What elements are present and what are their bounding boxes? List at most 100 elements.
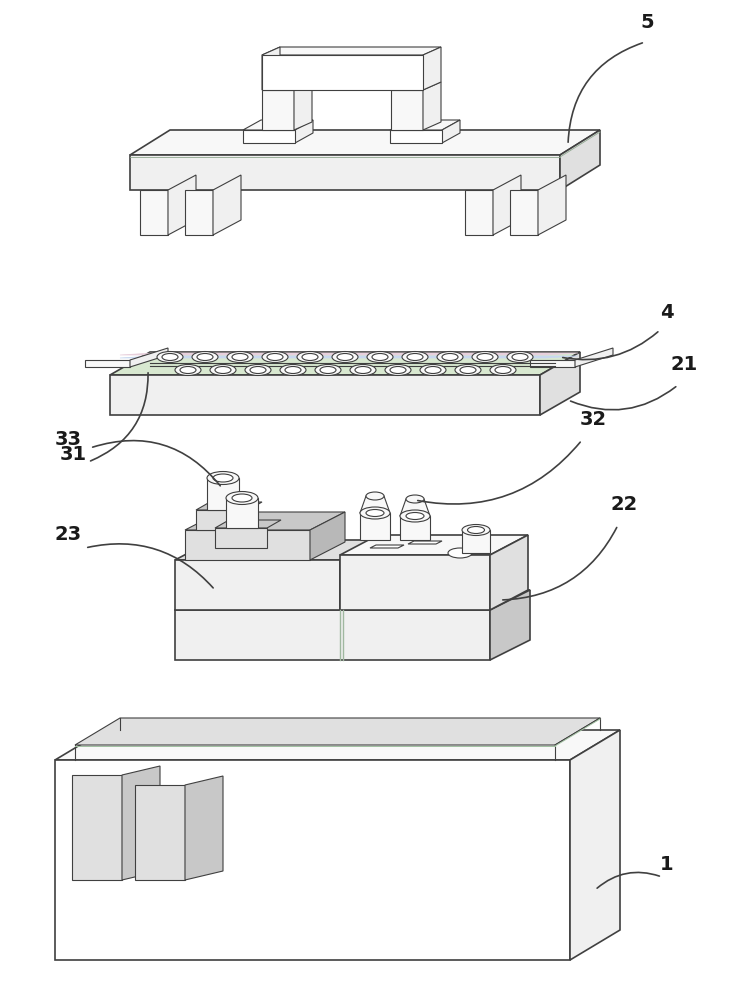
Polygon shape <box>140 190 168 235</box>
Polygon shape <box>295 120 313 143</box>
Ellipse shape <box>420 364 446 375</box>
Ellipse shape <box>425 366 441 373</box>
Polygon shape <box>207 478 239 510</box>
Text: 23: 23 <box>55 525 82 544</box>
Polygon shape <box>215 528 267 548</box>
Polygon shape <box>465 190 493 235</box>
Polygon shape <box>243 130 295 143</box>
Polygon shape <box>262 47 280 90</box>
Ellipse shape <box>250 366 266 373</box>
Polygon shape <box>400 516 430 540</box>
Text: 1: 1 <box>660 855 674 874</box>
Polygon shape <box>408 541 442 544</box>
Polygon shape <box>442 120 460 143</box>
Polygon shape <box>120 356 578 358</box>
Ellipse shape <box>280 364 306 375</box>
Ellipse shape <box>477 354 493 360</box>
Polygon shape <box>262 90 294 130</box>
Polygon shape <box>493 175 521 235</box>
Ellipse shape <box>332 352 358 362</box>
Polygon shape <box>130 348 168 367</box>
Polygon shape <box>185 530 310 560</box>
Text: 5: 5 <box>640 13 654 32</box>
Ellipse shape <box>337 354 353 360</box>
Ellipse shape <box>162 354 178 360</box>
Ellipse shape <box>227 352 253 362</box>
Ellipse shape <box>267 354 283 360</box>
Ellipse shape <box>232 354 248 360</box>
Polygon shape <box>175 560 340 610</box>
Ellipse shape <box>210 364 236 375</box>
Ellipse shape <box>460 366 476 373</box>
Polygon shape <box>175 540 378 560</box>
Ellipse shape <box>366 510 384 516</box>
Ellipse shape <box>390 366 406 373</box>
Polygon shape <box>130 155 560 190</box>
Polygon shape <box>391 90 423 130</box>
Ellipse shape <box>285 366 301 373</box>
Text: 31: 31 <box>60 445 87 464</box>
Ellipse shape <box>213 474 233 482</box>
Polygon shape <box>185 190 213 235</box>
Polygon shape <box>196 502 262 510</box>
Polygon shape <box>215 520 281 528</box>
Ellipse shape <box>207 472 239 485</box>
Ellipse shape <box>385 364 411 375</box>
Ellipse shape <box>448 548 472 558</box>
Polygon shape <box>85 360 130 367</box>
Ellipse shape <box>245 364 271 375</box>
Ellipse shape <box>495 366 511 373</box>
Polygon shape <box>213 175 241 235</box>
Ellipse shape <box>512 354 528 360</box>
Ellipse shape <box>366 492 384 500</box>
Polygon shape <box>340 535 528 555</box>
Polygon shape <box>175 610 490 660</box>
Polygon shape <box>120 353 578 355</box>
Polygon shape <box>538 175 566 235</box>
Polygon shape <box>168 175 196 235</box>
Polygon shape <box>262 47 441 55</box>
Ellipse shape <box>462 524 490 536</box>
Ellipse shape <box>215 366 231 373</box>
Polygon shape <box>510 190 538 235</box>
Polygon shape <box>135 785 185 880</box>
Polygon shape <box>340 555 490 610</box>
Ellipse shape <box>490 364 516 375</box>
Polygon shape <box>110 375 540 415</box>
Polygon shape <box>490 590 530 660</box>
Polygon shape <box>72 775 122 880</box>
Polygon shape <box>110 352 580 375</box>
Ellipse shape <box>406 512 424 520</box>
Text: 4: 4 <box>660 303 674 322</box>
Ellipse shape <box>407 354 423 360</box>
Polygon shape <box>390 130 442 143</box>
Ellipse shape <box>455 364 481 375</box>
Text: 22: 22 <box>610 495 637 514</box>
Polygon shape <box>185 776 223 880</box>
Text: 32: 32 <box>580 410 607 429</box>
Polygon shape <box>575 348 613 367</box>
Text: 33: 33 <box>55 430 82 449</box>
Ellipse shape <box>180 366 196 373</box>
Polygon shape <box>294 82 312 130</box>
Ellipse shape <box>468 526 485 534</box>
Polygon shape <box>530 360 575 367</box>
Polygon shape <box>55 730 620 760</box>
Ellipse shape <box>320 366 336 373</box>
Ellipse shape <box>350 364 376 375</box>
Polygon shape <box>185 512 345 530</box>
Ellipse shape <box>226 491 258 504</box>
Polygon shape <box>370 545 404 548</box>
Polygon shape <box>262 55 423 90</box>
Ellipse shape <box>360 507 390 519</box>
Ellipse shape <box>355 366 371 373</box>
Ellipse shape <box>442 354 458 360</box>
Ellipse shape <box>157 352 183 362</box>
Text: 21: 21 <box>670 355 697 374</box>
Polygon shape <box>130 130 600 155</box>
Ellipse shape <box>507 352 533 362</box>
Polygon shape <box>243 120 313 130</box>
Ellipse shape <box>437 352 463 362</box>
Polygon shape <box>360 496 390 513</box>
Polygon shape <box>196 510 248 530</box>
